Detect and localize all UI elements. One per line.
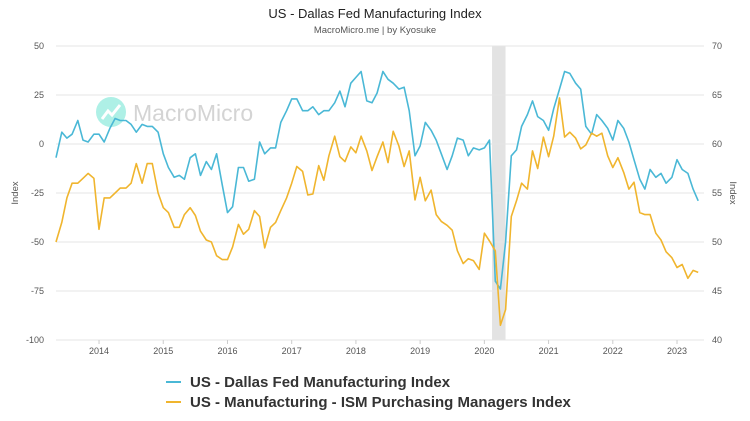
right-axis-tick-label: 40 xyxy=(712,335,722,345)
x-axis-tick-label: 2015 xyxy=(153,346,173,356)
series-line-ism-pmi xyxy=(55,97,699,327)
legend-item-dallas-fed[interactable]: US - Dallas Fed Manufacturing Index xyxy=(166,372,571,392)
legend-label-dallas-fed: US - Dallas Fed Manufacturing Index xyxy=(190,373,451,391)
right-axis-tick-label: 50 xyxy=(712,237,722,247)
x-axis-tick-label: 2022 xyxy=(603,346,623,356)
x-axis-tick-label: 2017 xyxy=(282,346,302,356)
right-axis-tick-label: 60 xyxy=(712,139,722,149)
left-axis-tick-label: -25 xyxy=(31,188,44,198)
x-axis-tick-label: 2020 xyxy=(474,346,494,356)
left-axis-tick-label: 50 xyxy=(34,41,44,51)
legend-swatch-ism-pmi xyxy=(166,401,181,403)
left-axis-title: Index xyxy=(10,181,21,204)
x-axis-tick-label: 2014 xyxy=(89,346,109,356)
right-axis-title: Index xyxy=(727,181,738,204)
watermark-text: MacroMicro xyxy=(133,100,253,126)
watermark: MacroMicro xyxy=(96,97,253,127)
right-axis-tick-label: 55 xyxy=(712,188,722,198)
right-axis-tick-label: 45 xyxy=(712,286,722,296)
legend-item-ism-pmi[interactable]: US - Manufacturing - ISM Purchasing Mana… xyxy=(166,392,571,412)
chart-subtitle: MacroMicro.me | by Kyosuke xyxy=(313,25,437,36)
left-axis-tick-label: 0 xyxy=(39,139,44,149)
left-axis-tick-label: -50 xyxy=(31,237,44,247)
right-axis-tick-label: 70 xyxy=(712,41,722,51)
legend-swatch-dallas-fed xyxy=(166,381,181,383)
right-axis-tick-label: 65 xyxy=(712,90,722,100)
chart-title: US - Dallas Fed Manufacturing Index xyxy=(268,6,482,21)
x-axis-tick-label: 2019 xyxy=(410,346,430,356)
x-axis-tick-label: 2016 xyxy=(217,346,237,356)
x-axis-tick-label: 2021 xyxy=(539,346,559,356)
left-axis-tick-label: -75 xyxy=(31,286,44,296)
left-axis-tick-label: 25 xyxy=(34,90,44,100)
left-axis-tick-label: -100 xyxy=(26,335,44,345)
legend: US - Dallas Fed Manufacturing Index US -… xyxy=(166,372,571,412)
x-axis-tick-label: 2023 xyxy=(667,346,687,356)
x-axis-tick-label: 2018 xyxy=(346,346,366,356)
watermark-logo-mark xyxy=(100,104,122,120)
legend-label-ism-pmi: US - Manufacturing - ISM Purchasing Mana… xyxy=(190,393,571,411)
